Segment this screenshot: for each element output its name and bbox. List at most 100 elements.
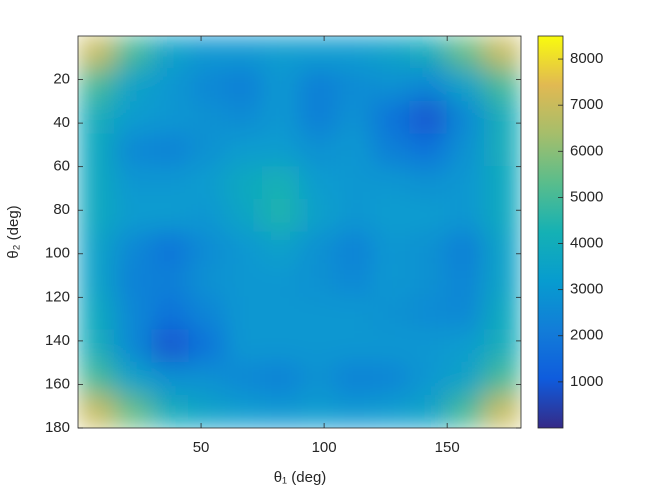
heat-cell (409, 36, 448, 70)
colorbar-tick-label: 8000 (570, 50, 603, 67)
heat-cell (335, 133, 374, 168)
heat-cell (114, 68, 153, 102)
heat-cell (335, 264, 374, 298)
heat-cell (409, 133, 448, 168)
heat-cell (225, 198, 264, 233)
heat-cell (483, 329, 521, 364)
heat-cell (114, 329, 153, 364)
y-tick-label: 120 (45, 288, 70, 305)
heat-cell (409, 198, 448, 233)
heat-cell (372, 166, 411, 200)
heat-cell (114, 362, 153, 396)
y-tick-label: 40 (53, 114, 70, 131)
y-tick-label: 80 (53, 201, 70, 218)
heat-cell (262, 362, 300, 396)
heat-cell (372, 68, 411, 102)
heat-cell (335, 68, 374, 102)
heat-cell (483, 166, 521, 200)
heat-cell (78, 264, 116, 298)
heat-cell (225, 394, 264, 428)
colorbar-tick-label: 6000 (570, 142, 603, 159)
heat-cell (188, 36, 227, 70)
heat-cell (78, 36, 116, 70)
heat-cell (299, 394, 337, 428)
heat-cell (483, 198, 521, 233)
heat-cell (151, 100, 190, 135)
heat-cell (483, 296, 521, 331)
y-tick-label: 140 (45, 332, 70, 349)
heat-cell (151, 36, 190, 70)
colorbar-tick-label: 5000 (570, 188, 603, 205)
heat-cell (225, 36, 264, 70)
heat-cell (262, 198, 300, 233)
heat-cell (151, 231, 190, 266)
heat-cell (372, 133, 411, 168)
y-tick-label: 20 (53, 71, 70, 88)
heat-cell (446, 231, 485, 266)
heat-cell (299, 100, 337, 135)
heat-cell (114, 36, 153, 70)
heat-cell (114, 394, 153, 428)
heat-cell (114, 231, 153, 266)
heat-cell (299, 329, 337, 364)
colorbar-tick-label: 7000 (570, 96, 603, 113)
heat-cell (262, 36, 300, 70)
heat-cell (446, 296, 485, 331)
heat-cell (151, 296, 190, 331)
heat-cell (151, 362, 190, 396)
heat-cell (299, 362, 337, 396)
heat-cell (409, 231, 448, 266)
heat-cell (225, 296, 264, 331)
heat-cell (78, 394, 116, 428)
x-tick-label: 50 (193, 439, 210, 456)
heat-cell (446, 394, 485, 428)
heat-cell (151, 133, 190, 168)
heat-cell (409, 68, 448, 102)
heat-cell (299, 198, 337, 233)
heat-cell (299, 231, 337, 266)
plot-frame (77, 35, 522, 429)
heat-cell (483, 100, 521, 135)
heat-cell (262, 264, 300, 298)
heat-cell (188, 296, 227, 331)
x-tick-label: 100 (312, 439, 337, 456)
y-tick-label: 180 (45, 419, 70, 436)
heat-cell (483, 394, 521, 428)
heat-cell (446, 100, 485, 135)
heat-cell (225, 68, 264, 102)
heat-cell (151, 264, 190, 298)
heat-cell (335, 36, 374, 70)
heat-cell (114, 198, 153, 233)
heat-cell (225, 231, 264, 266)
heat-cell (372, 264, 411, 298)
heat-cell (372, 198, 411, 233)
heat-cell (299, 264, 337, 298)
heat-cell (225, 264, 264, 298)
heat-cell (372, 296, 411, 331)
heat-cell (409, 166, 448, 200)
heat-cell (188, 394, 227, 428)
heat-cell (299, 296, 337, 331)
heat-cell (372, 362, 411, 396)
heat-cell (372, 394, 411, 428)
heat-cell (483, 68, 521, 102)
heat-cell (483, 133, 521, 168)
heat-cell (262, 68, 300, 102)
y-axis-label: θ₂ (deg) (5, 205, 22, 258)
heat-cell (335, 231, 374, 266)
heat-cell (151, 166, 190, 200)
heat-cell (446, 264, 485, 298)
heat-cell (114, 100, 153, 135)
y-tick-label: 160 (45, 375, 70, 392)
heat-cell (78, 133, 116, 168)
heat-cell (78, 231, 116, 266)
heat-cell (262, 133, 300, 168)
x-axis-label: θ₁ (deg) (274, 469, 327, 486)
heat-cell (225, 362, 264, 396)
heat-cell (188, 362, 227, 396)
heat-cell (335, 296, 374, 331)
colorbar-tick-label: 2000 (570, 327, 603, 344)
heat-cell (188, 133, 227, 168)
colorbar-tick-label: 4000 (570, 234, 603, 251)
